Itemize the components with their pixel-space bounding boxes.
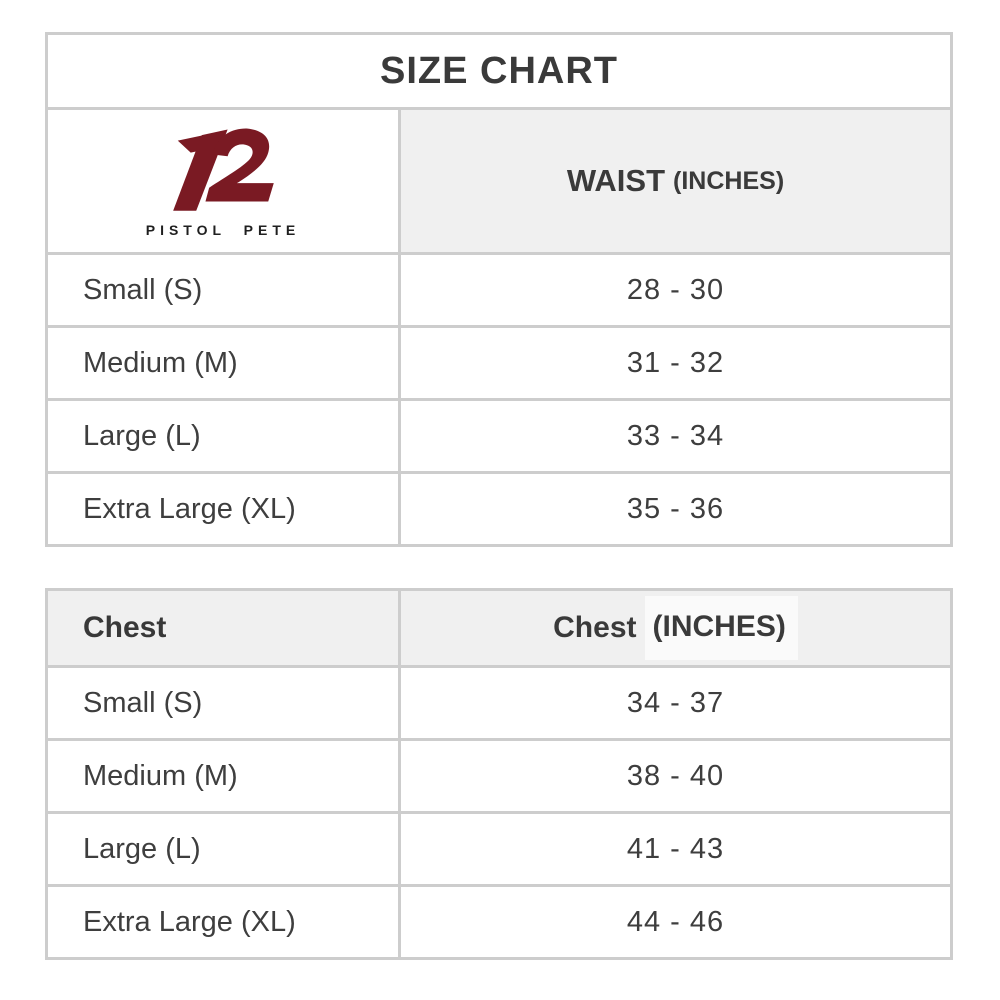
waist-header-unit: (INCHES) xyxy=(673,166,785,195)
chest-header-row: Chest Chest (INCHES) xyxy=(48,591,950,665)
waist-header-cell: WAIST (INCHES) xyxy=(401,110,950,252)
chest-header-left-label: Chest xyxy=(83,611,167,644)
waist-size-chart-table: SIZE CHART PISTOL PETE WAIST (INCHES) Sm… xyxy=(45,32,953,547)
chest-size-chart-table: Chest Chest (INCHES) Small (S) 34 - 37 M… xyxy=(45,588,953,960)
size-range: 41 - 43 xyxy=(626,832,725,865)
size-label: Small (S) xyxy=(48,255,401,325)
size-chart-title: SIZE CHART xyxy=(380,49,618,92)
size-range: 38 - 40 xyxy=(626,759,725,792)
size-range: 31 - 32 xyxy=(626,346,725,379)
size-label: Large (L) xyxy=(48,814,401,884)
chest-header-label: Chest xyxy=(553,611,637,644)
waist-header-label: WAIST xyxy=(566,163,666,198)
brand-name: PISTOL PETE xyxy=(145,222,301,238)
size-label: Medium (M) xyxy=(48,328,401,398)
size-range: 44 - 46 xyxy=(626,905,725,938)
waist-header-row: PISTOL PETE WAIST (INCHES) xyxy=(48,107,950,252)
chest-header-unit: (INCHES) xyxy=(644,596,798,660)
waist-row-small: Small (S) 28 - 30 xyxy=(48,252,950,325)
size-label: Small (S) xyxy=(48,668,401,738)
size-range: 33 - 34 xyxy=(626,419,725,452)
chest-row-large: Large (L) 41 - 43 xyxy=(48,811,950,884)
brand-logo-cell: PISTOL PETE xyxy=(48,110,401,252)
chest-header-left-cell: Chest xyxy=(48,591,401,665)
waist-row-large: Large (L) 33 - 34 xyxy=(48,398,950,471)
chest-row-medium: Medium (M) 38 - 40 xyxy=(48,738,950,811)
waist-row-extra-large: Extra Large (XL) 35 - 36 xyxy=(48,471,950,544)
size-label: Extra Large (XL) xyxy=(48,474,401,544)
size-label: Extra Large (XL) xyxy=(48,887,401,957)
size-range: 28 - 30 xyxy=(626,273,725,306)
size-label: Large (L) xyxy=(48,401,401,471)
pistol-pete-logo-icon xyxy=(173,128,274,211)
chest-row-extra-large: Extra Large (XL) 44 - 46 xyxy=(48,884,950,957)
size-range: 35 - 36 xyxy=(626,492,725,525)
size-label: Medium (M) xyxy=(48,741,401,811)
chest-row-small: Small (S) 34 - 37 xyxy=(48,665,950,738)
waist-row-medium: Medium (M) 31 - 32 xyxy=(48,325,950,398)
size-range: 34 - 37 xyxy=(626,686,725,719)
chest-header-cell: Chest (INCHES) xyxy=(401,591,950,665)
